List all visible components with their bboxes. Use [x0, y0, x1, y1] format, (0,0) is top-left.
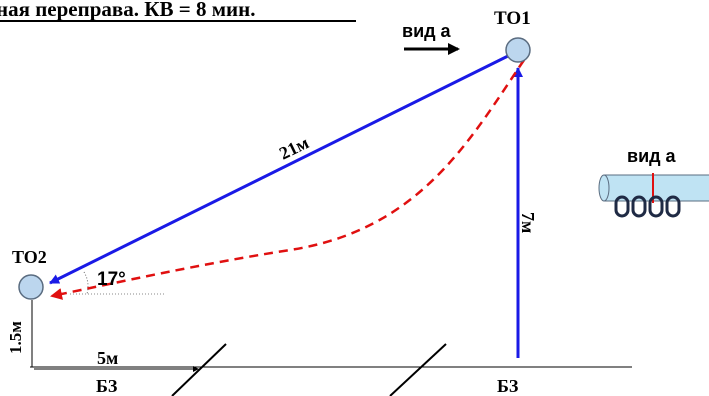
horizontal-distance-label: 5м [97, 348, 118, 368]
rope-length-label: 21м [276, 132, 312, 163]
page-title: ная переправа. КВ = 8 мин. [0, 0, 255, 21]
safety-zone-right-label: БЗ [497, 376, 519, 396]
safety-zone-mark-right [389, 343, 447, 396]
view-a-detail: вид а [598, 146, 709, 218]
view-a-detail-label: вид а [627, 146, 677, 166]
angle-arc [83, 271, 89, 295]
angle-label: 17° [97, 269, 126, 290]
safety-zone-mark-left [171, 343, 227, 396]
to2-label: ТО2 [12, 247, 47, 267]
low-height-label: 1.5м [6, 321, 25, 354]
carabiner-icon [665, 195, 681, 218]
main-rope [49, 54, 509, 285]
view-a-arrow-label: вид а [402, 21, 452, 41]
to1-label: ТО1 [494, 8, 531, 29]
carabiner-icon [648, 195, 664, 218]
to1-node [505, 37, 531, 63]
carabiner-icon [614, 195, 630, 218]
rope-sag-line [50, 59, 526, 300]
vertical-height-label: 7м [518, 212, 538, 233]
to2-node [18, 274, 44, 300]
pipe-end [598, 174, 610, 202]
carabiner-icon [631, 195, 647, 218]
safety-zone-left-label: БЗ [96, 376, 118, 396]
